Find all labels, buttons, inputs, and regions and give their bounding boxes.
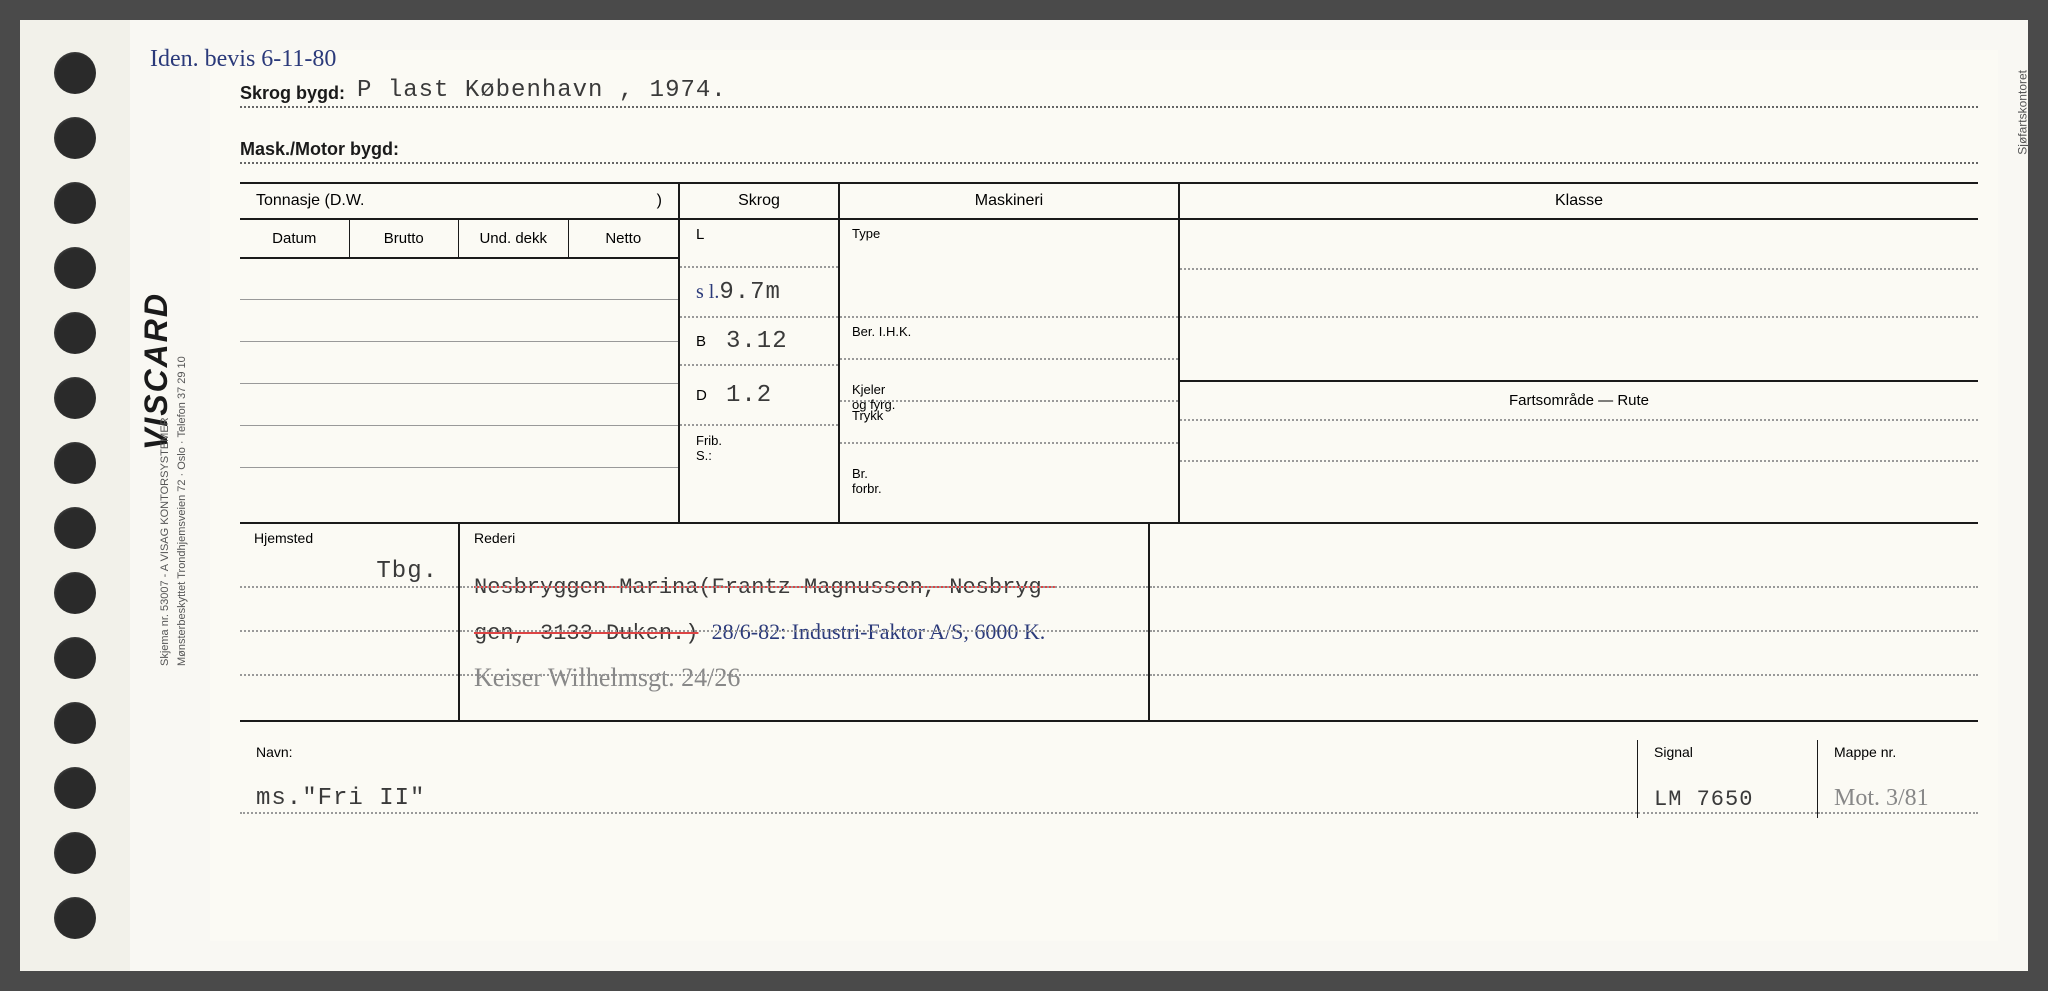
B-label: B bbox=[696, 333, 726, 350]
tonnage-label: Tonnasje (D.W. bbox=[256, 192, 364, 210]
mask-motor-row: Mask./Motor bygd: bbox=[240, 126, 1978, 164]
skrog-bygd-value: P last København , 1974. bbox=[357, 77, 727, 104]
rederi-line-2: gen, 3133 Duken.) 28/6-82: Industri-Fakt… bbox=[474, 610, 1134, 656]
s-label: S.: bbox=[696, 448, 712, 463]
punch-hole bbox=[54, 832, 96, 874]
trykk-label: Trykk bbox=[852, 408, 883, 423]
L-handwrite: s l. bbox=[696, 281, 719, 304]
frib-label: Frib. bbox=[696, 433, 722, 448]
type-label: Type bbox=[852, 226, 880, 241]
blank-column bbox=[1150, 524, 1978, 720]
punch-hole bbox=[54, 377, 96, 419]
skrog-header: Skrog bbox=[680, 184, 838, 220]
brutto-header: Brutto bbox=[350, 220, 460, 257]
ident-handwritten: Iden. bevis 6-11-80 bbox=[150, 46, 336, 73]
form-card: Sjøfartskontoret Iden. bevis 6-11-80 Skr… bbox=[210, 50, 1998, 941]
punch-hole bbox=[54, 52, 96, 94]
rederi-label: Rederi bbox=[474, 530, 1134, 546]
mappe-value: Mot. 3/81 bbox=[1834, 785, 1929, 812]
tonnage-column: Tonnasje (D.W. ) Datum Brutto Und. dekk … bbox=[240, 184, 680, 522]
hjemsted-section: Hjemsted Tbg. Rederi Nesbryggen Marina(F… bbox=[240, 522, 1978, 722]
ber-ihk-label: Ber. I.H.K. bbox=[852, 324, 911, 339]
rederi-content: Nesbryggen Marina(Frantz Magnussen, Nesb… bbox=[474, 546, 1134, 700]
hjemsted-value: Tbg. bbox=[376, 558, 438, 585]
type-row: Type bbox=[840, 220, 1178, 318]
punch-hole bbox=[54, 767, 96, 809]
punch-hole bbox=[54, 442, 96, 484]
L-label: L bbox=[696, 226, 726, 243]
navn-value: ms."Fri II" bbox=[256, 785, 425, 812]
maskineri-body: Type Ber. I.H.K. Kjeler og fyrg. Trykk B bbox=[840, 220, 1178, 520]
tonnage-close: ) bbox=[657, 192, 662, 210]
top-section: Iden. bevis 6-11-80 Skrog bygd: P last K… bbox=[210, 70, 1998, 818]
skrog-bygd-label: Skrog bygd: bbox=[240, 83, 345, 104]
punch-hole bbox=[54, 572, 96, 614]
skrog-L-row: L bbox=[680, 220, 838, 268]
maskineri-column: Maskineri Type Ber. I.H.K. Kjeler og fyr… bbox=[840, 184, 1180, 522]
skrog-frib-row: Frib. S.: bbox=[680, 426, 838, 470]
mappe-label: Mappe nr. bbox=[1834, 744, 1962, 760]
signal-column: Signal LM 7650 bbox=[1638, 740, 1818, 818]
tonnage-body bbox=[240, 259, 678, 509]
punch-hole-strip bbox=[20, 20, 130, 971]
punch-hole bbox=[54, 247, 96, 289]
skrog-B-row: B 3.12 bbox=[680, 318, 838, 366]
D-value: 1.2 bbox=[726, 382, 772, 409]
side-text-skjema: Skjema nr. 53007 - A VISAG KONTORSYSTEME… bbox=[159, 417, 171, 666]
tonnage-subheaders: Datum Brutto Und. dekk Netto bbox=[240, 220, 678, 259]
sjofartskontoret-label: Sjøfartskontoret bbox=[2016, 70, 2030, 155]
skrog-column: Skrog L s l. 9.7m B 3.12 bbox=[680, 184, 840, 522]
kjeler-row: Kjeler og fyrg. bbox=[840, 360, 1178, 402]
punch-hole bbox=[54, 702, 96, 744]
mappe-column: Mappe nr. Mot. 3/81 bbox=[1818, 740, 1978, 818]
klasse-body: Fartsområde — Rute bbox=[1180, 220, 1978, 520]
punch-hole bbox=[54, 312, 96, 354]
ber-ihk-row: Ber. I.H.K. bbox=[840, 318, 1178, 360]
fartsomrade-label: Fartsområde — Rute bbox=[1180, 380, 1978, 421]
skrog-D-row: D 1.2 bbox=[680, 366, 838, 426]
navn-column: Navn: ms."Fri II" bbox=[240, 740, 1638, 818]
netto-header: Netto bbox=[569, 220, 679, 257]
document-page: VISCARD Skjema nr. 53007 - A VISAG KONTO… bbox=[20, 20, 2028, 971]
tonnage-header: Tonnasje (D.W. ) bbox=[240, 184, 678, 220]
maskineri-header: Maskineri bbox=[840, 184, 1178, 220]
punch-hole bbox=[54, 897, 96, 939]
und-dekk-header: Und. dekk bbox=[459, 220, 569, 257]
datum-header: Datum bbox=[240, 220, 350, 257]
signal-value: LM 7650 bbox=[1654, 787, 1753, 812]
br-forbr-label: Br. forbr. bbox=[852, 466, 882, 497]
rederi-column: Rederi Nesbryggen Marina(Frantz Magnusse… bbox=[460, 524, 1150, 720]
B-value: 3.12 bbox=[726, 328, 788, 355]
punch-hole bbox=[54, 182, 96, 224]
rederi-line-3: Keiser Wilhelmsgt. 24/26 bbox=[474, 656, 1134, 700]
bottom-section: Navn: ms."Fri II" Signal LM 7650 Mappe n… bbox=[240, 740, 1978, 818]
D-label: D bbox=[696, 387, 726, 404]
klasse-header: Klasse bbox=[1180, 184, 1978, 220]
skrog-body: L s l. 9.7m B 3.12 D 1.2 bbox=[680, 220, 838, 520]
punch-hole bbox=[54, 507, 96, 549]
mask-motor-label: Mask./Motor bygd: bbox=[240, 139, 399, 160]
L-value: 9.7m bbox=[719, 279, 781, 306]
main-grid: Tonnasje (D.W. ) Datum Brutto Und. dekk … bbox=[240, 182, 1978, 522]
punch-hole bbox=[54, 637, 96, 679]
rederi-line-1: Nesbryggen Marina(Frantz Magnussen, Nesb… bbox=[474, 566, 1134, 610]
signal-label: Signal bbox=[1654, 744, 1801, 760]
navn-label: Navn: bbox=[256, 744, 1621, 760]
side-text-address: Mønsterbeskyttet Trondhjemsveien 72 · Os… bbox=[176, 356, 188, 666]
hjemsted-column: Hjemsted Tbg. bbox=[240, 524, 460, 720]
punch-hole bbox=[54, 117, 96, 159]
skrog-L-value-row: s l. 9.7m bbox=[680, 268, 838, 318]
hjemsted-label: Hjemsted bbox=[254, 530, 444, 546]
rederi-text-2a: gen, 3133 Duken.) bbox=[474, 621, 698, 646]
skrog-bygd-row: Skrog bygd: P last København , 1974. bbox=[240, 70, 1978, 108]
klasse-column: Klasse Fartsområde — Rute bbox=[1180, 184, 1978, 522]
br-forbr-row: Br. forbr. bbox=[840, 444, 1178, 486]
